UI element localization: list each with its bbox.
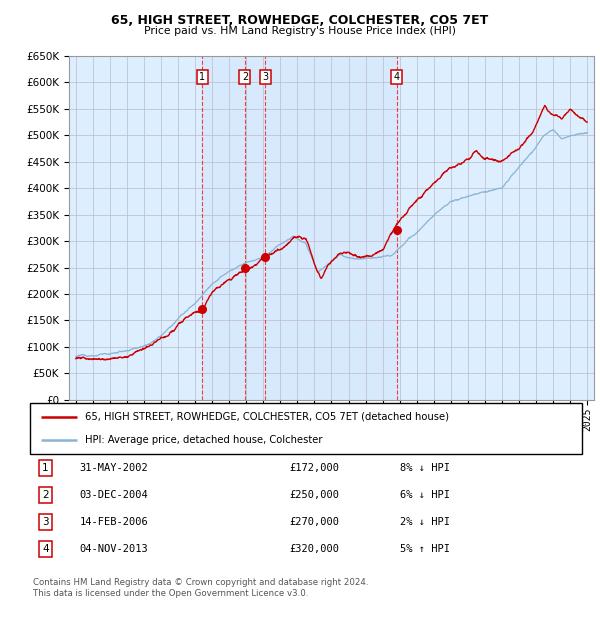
Text: Contains HM Land Registry data © Crown copyright and database right 2024.: Contains HM Land Registry data © Crown c… — [33, 578, 368, 587]
Text: 3: 3 — [262, 72, 268, 82]
Text: 65, HIGH STREET, ROWHEDGE, COLCHESTER, CO5 7ET: 65, HIGH STREET, ROWHEDGE, COLCHESTER, C… — [112, 14, 488, 27]
Text: 04-NOV-2013: 04-NOV-2013 — [80, 544, 148, 554]
Text: £320,000: £320,000 — [289, 544, 340, 554]
Text: £250,000: £250,000 — [289, 490, 340, 500]
Text: This data is licensed under the Open Government Licence v3.0.: This data is licensed under the Open Gov… — [33, 589, 308, 598]
Text: 1: 1 — [42, 463, 49, 473]
Text: 6% ↓ HPI: 6% ↓ HPI — [400, 490, 450, 500]
Text: 4: 4 — [42, 544, 49, 554]
Text: 65, HIGH STREET, ROWHEDGE, COLCHESTER, CO5 7ET (detached house): 65, HIGH STREET, ROWHEDGE, COLCHESTER, C… — [85, 412, 449, 422]
Text: 03-DEC-2004: 03-DEC-2004 — [80, 490, 148, 500]
Text: £172,000: £172,000 — [289, 463, 340, 473]
Text: 2% ↓ HPI: 2% ↓ HPI — [400, 517, 450, 527]
Text: HPI: Average price, detached house, Colchester: HPI: Average price, detached house, Colc… — [85, 435, 323, 445]
Text: 2: 2 — [242, 72, 248, 82]
Text: Price paid vs. HM Land Registry's House Price Index (HPI): Price paid vs. HM Land Registry's House … — [144, 26, 456, 36]
Text: 1: 1 — [199, 72, 205, 82]
Text: 14-FEB-2006: 14-FEB-2006 — [80, 517, 148, 527]
Text: 8% ↓ HPI: 8% ↓ HPI — [400, 463, 450, 473]
Text: 2: 2 — [42, 490, 49, 500]
Text: 3: 3 — [42, 517, 49, 527]
Text: 31-MAY-2002: 31-MAY-2002 — [80, 463, 148, 473]
Text: £270,000: £270,000 — [289, 517, 340, 527]
Bar — [202, 56, 397, 400]
Text: 4: 4 — [394, 72, 400, 82]
Text: 5% ↑ HPI: 5% ↑ HPI — [400, 544, 450, 554]
